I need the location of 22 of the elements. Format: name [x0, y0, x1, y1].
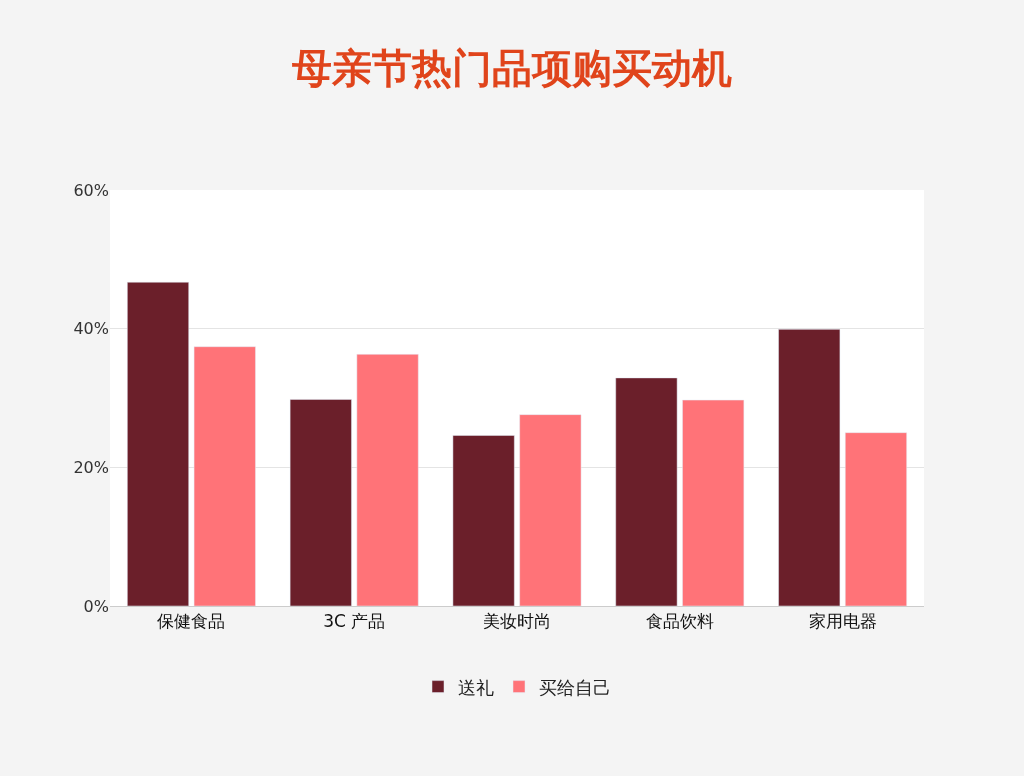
bar [615, 377, 678, 606]
x-tick-label: 家用电器 [808, 611, 877, 632]
bar [127, 281, 189, 606]
x-tick-label: 保健食品 [157, 611, 226, 632]
y-tick-label: 60% [73, 180, 109, 200]
x-tick-label: 食品饮料 [645, 611, 714, 632]
bar [452, 435, 515, 606]
legend-label: 送礼 [458, 676, 494, 698]
bar [519, 414, 582, 606]
y-tick-label: 40% [73, 319, 109, 339]
bar [289, 399, 352, 606]
bar [778, 329, 841, 606]
x-tick-label: 美妆时尚 [483, 611, 551, 632]
y-tick-label: 0% [83, 596, 109, 616]
y-tick-label: 20% [73, 457, 109, 477]
x-tick-label: 3C 产品 [323, 611, 386, 632]
bar [193, 346, 256, 606]
chart-title: 母亲节热门品项购买动机 [291, 45, 732, 92]
bar [356, 354, 419, 606]
bar [682, 399, 745, 606]
bar [845, 432, 907, 606]
legend-label: 买给自己 [539, 676, 611, 698]
